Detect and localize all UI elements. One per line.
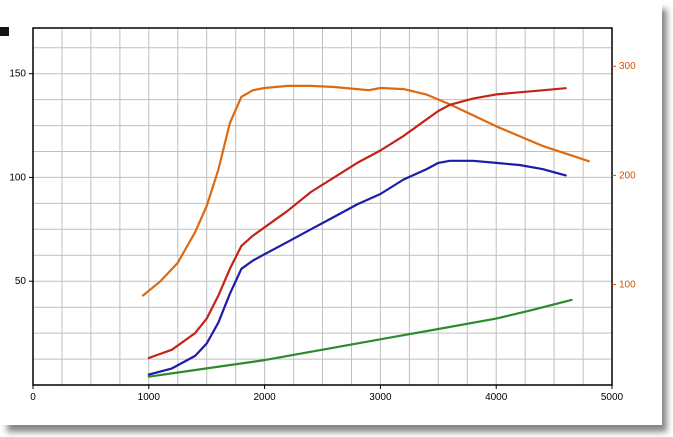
right-axis-tick-label: 100 <box>619 280 636 291</box>
x-tick-label: 0 <box>30 392 36 403</box>
series-power-tuned <box>147 87 567 360</box>
series-green-reference <box>147 298 573 378</box>
right-axis-tick-label: 300 <box>619 61 636 72</box>
series-power-stock <box>147 159 567 376</box>
left-axis-tick-label: 50 <box>15 276 27 287</box>
series-torque-tuned <box>141 84 590 297</box>
x-tick-label: 5000 <box>601 392 624 403</box>
right-axis-tick-label: 200 <box>619 170 636 181</box>
left-axis-tick-label: 100 <box>9 172 26 183</box>
x-tick-label: 1000 <box>138 392 161 403</box>
left-axis-tick-label: 150 <box>9 69 26 80</box>
dyno-chart: 0 1000 2000 3000 4000 5000 50 100 150 100 200 300 <box>9 27 636 403</box>
chart-card: 0 1000 2000 3000 4000 5000 50 100 150 100 200 300 <box>0 27 637 403</box>
x-tick-label: 3000 <box>369 392 392 403</box>
x-tick-label: 4000 <box>485 392 508 403</box>
plot-border <box>32 27 613 386</box>
x-tick-label: 2000 <box>253 392 276 403</box>
corner-artifact <box>0 27 9 36</box>
